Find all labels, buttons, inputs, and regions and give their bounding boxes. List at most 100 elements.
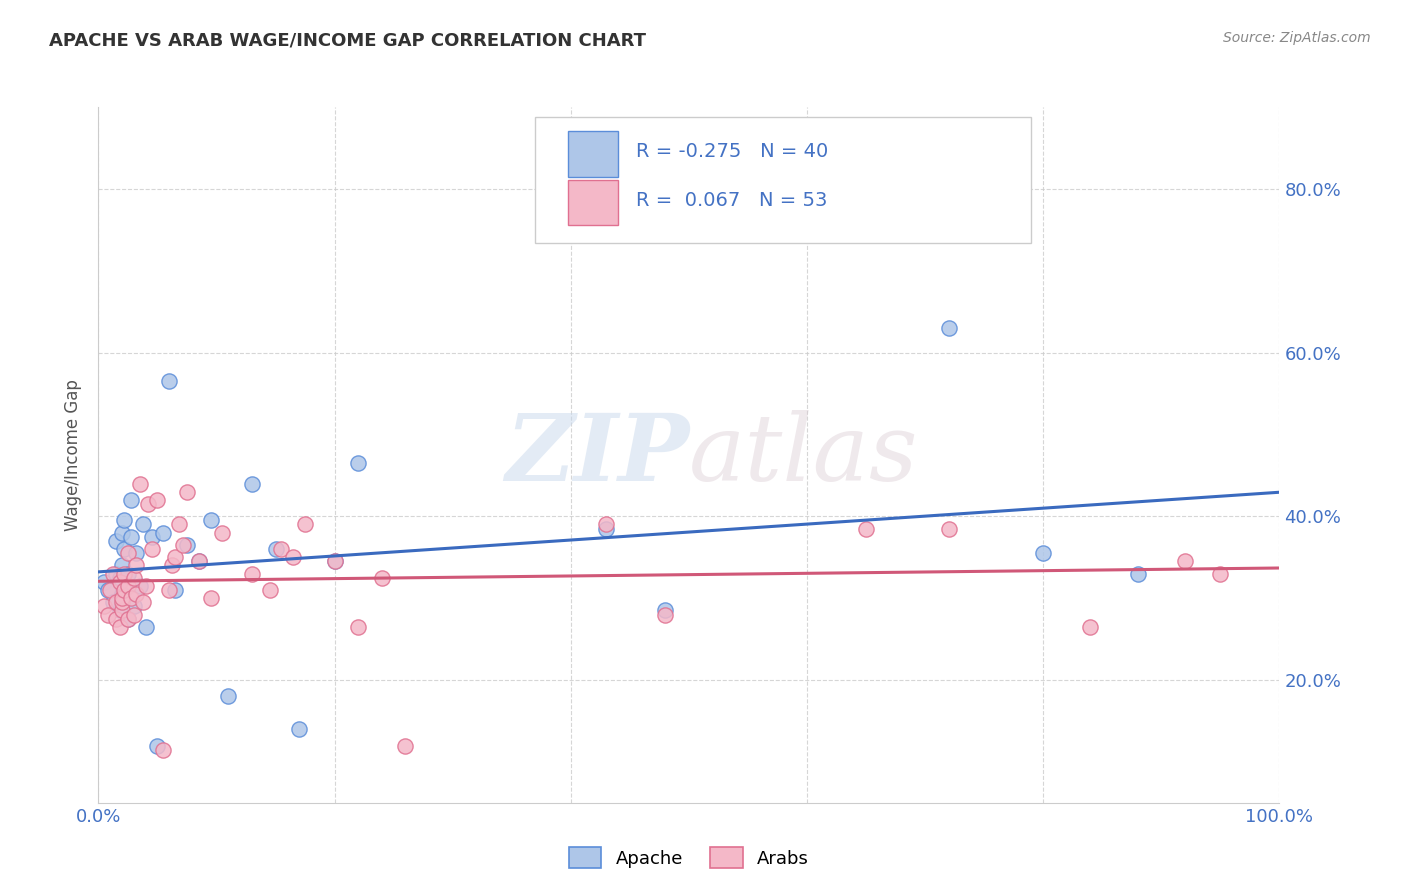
Point xyxy=(128,579,150,593)
Point xyxy=(200,513,222,527)
Point xyxy=(97,607,120,622)
Point xyxy=(157,374,180,388)
Point xyxy=(128,476,150,491)
Point xyxy=(112,582,135,597)
Text: ZIP: ZIP xyxy=(505,410,689,500)
Legend: Apache, Arabs: Apache, Arabs xyxy=(560,838,818,877)
Y-axis label: Wage/Income Gap: Wage/Income Gap xyxy=(65,379,83,531)
Point xyxy=(117,579,139,593)
Point xyxy=(136,497,159,511)
Point xyxy=(105,566,128,581)
Point xyxy=(141,542,163,557)
Point xyxy=(323,554,346,568)
Point xyxy=(157,582,180,597)
Point xyxy=(141,530,163,544)
Point xyxy=(117,612,139,626)
Point xyxy=(111,525,134,540)
Point xyxy=(117,612,139,626)
Point xyxy=(105,612,128,626)
Point xyxy=(323,554,346,568)
Point xyxy=(111,591,134,606)
Text: atlas: atlas xyxy=(689,410,918,500)
Point xyxy=(117,546,139,560)
Point xyxy=(112,513,135,527)
Point xyxy=(187,554,209,568)
Point xyxy=(111,603,134,617)
Point xyxy=(240,476,263,491)
Point xyxy=(394,739,416,753)
Text: APACHE VS ARAB WAGE/INCOME GAP CORRELATION CHART: APACHE VS ARAB WAGE/INCOME GAP CORRELATI… xyxy=(49,31,647,49)
Point xyxy=(125,558,148,573)
Point xyxy=(1032,546,1054,560)
Point xyxy=(176,538,198,552)
Point xyxy=(855,522,877,536)
Point xyxy=(97,582,120,597)
Point xyxy=(165,550,187,565)
Point xyxy=(101,595,124,609)
Point xyxy=(938,321,960,335)
Point xyxy=(111,587,134,601)
Point xyxy=(112,542,135,557)
Point xyxy=(122,571,145,585)
Point xyxy=(108,571,131,585)
Point xyxy=(654,607,676,622)
Point xyxy=(1080,620,1102,634)
Point xyxy=(595,517,617,532)
Text: R =  0.067   N = 53: R = 0.067 N = 53 xyxy=(636,191,827,210)
Point xyxy=(160,558,183,573)
Point xyxy=(105,595,128,609)
Point xyxy=(187,554,209,568)
Text: R = -0.275   N = 40: R = -0.275 N = 40 xyxy=(636,142,828,161)
Point xyxy=(121,530,143,544)
Point xyxy=(93,574,115,589)
Point xyxy=(132,595,155,609)
Point xyxy=(121,591,143,606)
Point xyxy=(283,550,305,565)
Text: Source: ZipAtlas.com: Source: ZipAtlas.com xyxy=(1223,31,1371,45)
FancyBboxPatch shape xyxy=(568,131,619,177)
Point xyxy=(108,603,131,617)
Point xyxy=(1174,554,1197,568)
Point xyxy=(938,522,960,536)
Point xyxy=(167,517,190,532)
Point xyxy=(371,571,394,585)
Point xyxy=(595,522,617,536)
Point xyxy=(211,525,233,540)
Point xyxy=(93,599,115,614)
Point xyxy=(112,566,135,581)
Point xyxy=(1126,566,1149,581)
Point xyxy=(152,742,174,756)
Point xyxy=(132,517,155,532)
Point xyxy=(146,739,169,753)
Point xyxy=(1209,566,1232,581)
Point xyxy=(101,566,124,581)
Point xyxy=(347,620,370,634)
Point xyxy=(654,603,676,617)
Point xyxy=(98,582,121,597)
Point xyxy=(294,517,316,532)
Point xyxy=(122,607,145,622)
Point xyxy=(125,587,148,601)
Point xyxy=(111,595,134,609)
Point xyxy=(259,582,281,597)
Point xyxy=(200,591,222,606)
Point xyxy=(135,579,157,593)
Point xyxy=(108,574,131,589)
Point xyxy=(240,566,263,581)
Point xyxy=(125,546,148,560)
Point xyxy=(105,533,128,548)
Point xyxy=(108,620,131,634)
Point xyxy=(135,620,157,634)
Point xyxy=(146,492,169,507)
Point xyxy=(172,538,194,552)
Point xyxy=(117,566,139,581)
FancyBboxPatch shape xyxy=(536,118,1032,243)
Point xyxy=(122,599,145,614)
Point xyxy=(152,525,174,540)
Point xyxy=(217,690,239,704)
Point xyxy=(288,722,311,736)
Point xyxy=(121,492,143,507)
FancyBboxPatch shape xyxy=(568,180,619,226)
Point xyxy=(176,484,198,499)
Point xyxy=(111,558,134,573)
